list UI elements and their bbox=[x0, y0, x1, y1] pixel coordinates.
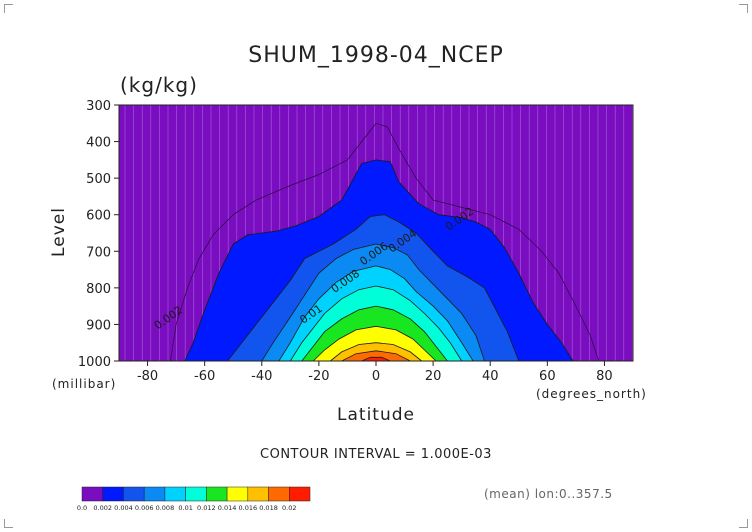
colorbar-labels: 0.0 0.002 0.004 0.006 0.008 0.01 0.012 0.014 0.0… bbox=[77, 504, 297, 512]
x-tick-label: 0 bbox=[372, 369, 380, 384]
colorbar-swatch bbox=[164, 486, 186, 502]
corner-mark-bottom-right bbox=[739, 519, 748, 528]
x-tick-label: 80 bbox=[596, 369, 613, 384]
x-axis-label: Latitude bbox=[337, 405, 415, 425]
colorbar-swatch bbox=[123, 486, 145, 502]
colorbar-label: 0.0 bbox=[77, 504, 87, 512]
colorbar-swatch bbox=[81, 486, 103, 502]
contour-line-outer bbox=[170, 122, 600, 362]
chart-title: SHUM_1998-04_NCEP bbox=[248, 43, 504, 68]
colorbar-swatch bbox=[247, 486, 269, 502]
units-label: (kg/kg) bbox=[120, 73, 198, 97]
y-tick-label: 600 bbox=[86, 209, 111, 224]
contour-line-0.002 bbox=[184, 159, 574, 362]
corner-mark-top-right bbox=[739, 4, 748, 13]
colorbar-swatch bbox=[206, 486, 228, 502]
contour-line-0.014 bbox=[312, 325, 437, 362]
y-tick-label: 900 bbox=[86, 318, 111, 333]
colorbar-swatch bbox=[289, 486, 311, 502]
contour-line-0.008 bbox=[278, 265, 474, 362]
colorbar-label: 0.016 bbox=[239, 504, 258, 512]
contour-interval-text: CONTOUR INTERVAL = 1.000E-03 bbox=[260, 447, 492, 462]
colorbar-label: 0.014 bbox=[218, 504, 237, 512]
colorbar-swatch bbox=[102, 486, 124, 502]
colorbar-label: 0.012 bbox=[197, 504, 216, 512]
contour-line-0.016 bbox=[330, 342, 422, 362]
x-tick-label: -60 bbox=[194, 369, 215, 384]
y-axis-label: Level bbox=[49, 207, 69, 257]
colorbar-swatch bbox=[143, 486, 166, 502]
y-tick-label: 500 bbox=[86, 172, 111, 187]
colorbar-swatch bbox=[268, 486, 290, 502]
x-tick-label: -40 bbox=[251, 369, 272, 384]
footnote-text: (mean) lon:0..357.5 bbox=[484, 487, 613, 501]
colorbar-label: 0.01 bbox=[178, 504, 192, 512]
y-units-label: (millibar) bbox=[52, 377, 116, 391]
contour-lines bbox=[170, 122, 600, 362]
contour-line-0.006 bbox=[261, 243, 485, 362]
contour-line-0.02 bbox=[361, 356, 391, 362]
x-units-label: (degrees_north) bbox=[536, 387, 647, 401]
colorbar-label: 0.008 bbox=[156, 504, 175, 512]
x-tick-label: -20 bbox=[308, 369, 329, 384]
colorbar-label: 0.002 bbox=[93, 504, 112, 512]
x-tick-label: 40 bbox=[482, 369, 499, 384]
contour-line-0.01 bbox=[289, 285, 463, 362]
y-tick-label: 700 bbox=[86, 245, 111, 260]
x-axis-ticks: -80 -60 -40 -20 0 20 40 60 80 bbox=[137, 361, 613, 384]
colorbar-label: 0.018 bbox=[259, 504, 278, 512]
corner-mark-bottom-left bbox=[4, 519, 13, 528]
x-tick-label: 20 bbox=[425, 369, 442, 384]
y-tick-label: 400 bbox=[86, 136, 111, 151]
colorbar bbox=[81, 486, 311, 502]
contour-line-0.012 bbox=[301, 305, 448, 362]
y-axis-ticks: 300 400 500 600 700 800 900 1000 bbox=[78, 99, 119, 370]
x-tick-label: 60 bbox=[539, 369, 556, 384]
x-tick-label: -80 bbox=[137, 369, 158, 384]
colorbar-label: 0.006 bbox=[135, 504, 154, 512]
colorbar-label: 0.004 bbox=[114, 504, 133, 512]
contour-line-0.004 bbox=[227, 214, 520, 362]
y-tick-label: 300 bbox=[86, 99, 111, 114]
colorbar-swatch bbox=[226, 486, 249, 502]
colorbar-label: 0.02 bbox=[282, 504, 296, 512]
contour-line-0.018 bbox=[341, 350, 411, 362]
corner-mark-top-left bbox=[4, 4, 13, 13]
colorbar-swatch bbox=[185, 486, 207, 502]
y-tick-label: 800 bbox=[86, 282, 111, 297]
y-tick-label: 1000 bbox=[78, 355, 111, 370]
